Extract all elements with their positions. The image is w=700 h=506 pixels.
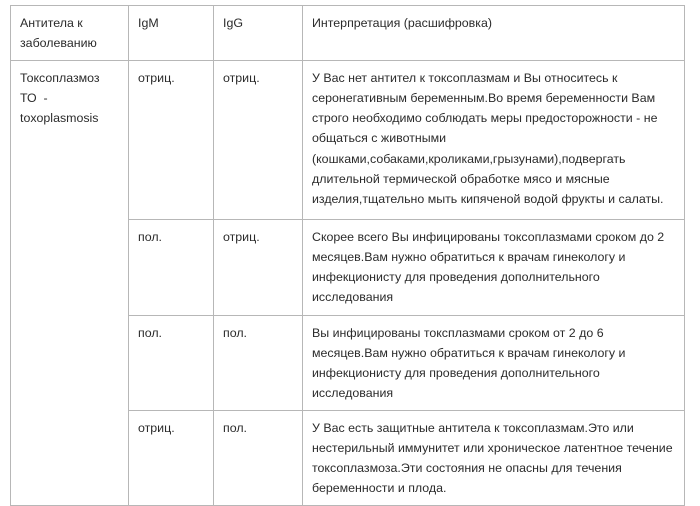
disease-name-line-3: toxoplasmosis xyxy=(20,111,99,126)
antibody-interpretation-table: Антитела к заболеванию IgM IgG Интерпрет… xyxy=(10,4,685,506)
disease-name-cell: Токсоплазмоз ТО - toxoplasmosis xyxy=(10,60,129,506)
cell-interpretation-text: У Вас есть защитные антитела к токсоплаз… xyxy=(302,409,685,506)
cell-igm-value: пол. xyxy=(128,314,214,411)
cell-igg-value: пол. xyxy=(213,409,303,506)
column-header-interpretation: Интерпретация (расшифровка) xyxy=(302,4,685,62)
cell-igm-value: пол. xyxy=(128,219,214,316)
cell-igg-value: отриц. xyxy=(213,60,303,221)
column-header-disease-line-2: заболеванию xyxy=(20,36,97,51)
cell-igm-value: отриц. xyxy=(128,409,214,506)
disease-name-line-2: ТО - xyxy=(20,91,48,106)
table-row: пол. пол. Вы инфицированы токсплазмами с… xyxy=(11,314,685,411)
column-header-disease-line-1: Антитела к xyxy=(20,16,83,30)
table-row: пол. отриц. Скорее всего Вы инфицированы… xyxy=(11,219,685,316)
page-canvas: Антитела к заболеванию IgM IgG Интерпрет… xyxy=(10,4,685,506)
column-header-igm: IgM xyxy=(128,4,214,62)
column-header-igg: IgG xyxy=(213,4,303,62)
cell-igm-value: отриц. xyxy=(128,60,214,221)
cell-interpretation-text: Скорее всего Вы инфицированы токсоплазма… xyxy=(302,219,685,316)
table-header-row: Антитела к заболеванию IgM IgG Интерпрет… xyxy=(10,4,685,62)
column-header-disease: Антитела к заболеванию xyxy=(10,4,129,62)
table-row: Токсоплазмоз ТО - toxoplasmosis отриц. о… xyxy=(10,60,685,506)
cell-interpretation-text: Вы инфицированы токсплазмами сроком от 2… xyxy=(302,314,685,411)
cell-igg-value: пол. xyxy=(213,314,303,411)
disease-name-line-1: Токсоплазмоз xyxy=(20,71,100,86)
cell-igg-value: отриц. xyxy=(213,219,303,316)
cell-interpretation-text: У Вас нет антител к токсоплазмам и Вы от… xyxy=(302,60,685,221)
